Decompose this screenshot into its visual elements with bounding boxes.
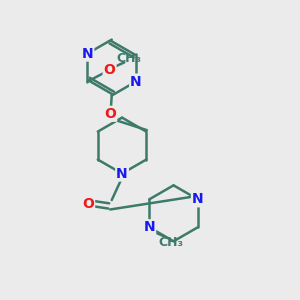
Text: N: N bbox=[192, 192, 204, 206]
Text: O: O bbox=[82, 196, 94, 211]
Text: CH₃: CH₃ bbox=[158, 236, 183, 249]
Text: N: N bbox=[143, 220, 155, 234]
Text: N: N bbox=[82, 46, 93, 61]
Text: N: N bbox=[116, 167, 128, 181]
Text: CH₃: CH₃ bbox=[117, 52, 142, 65]
Text: O: O bbox=[104, 107, 116, 121]
Text: O: O bbox=[103, 63, 116, 77]
Text: N: N bbox=[130, 74, 142, 88]
